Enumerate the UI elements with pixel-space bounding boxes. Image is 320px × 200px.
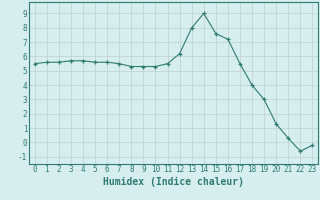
X-axis label: Humidex (Indice chaleur): Humidex (Indice chaleur) [103, 177, 244, 187]
